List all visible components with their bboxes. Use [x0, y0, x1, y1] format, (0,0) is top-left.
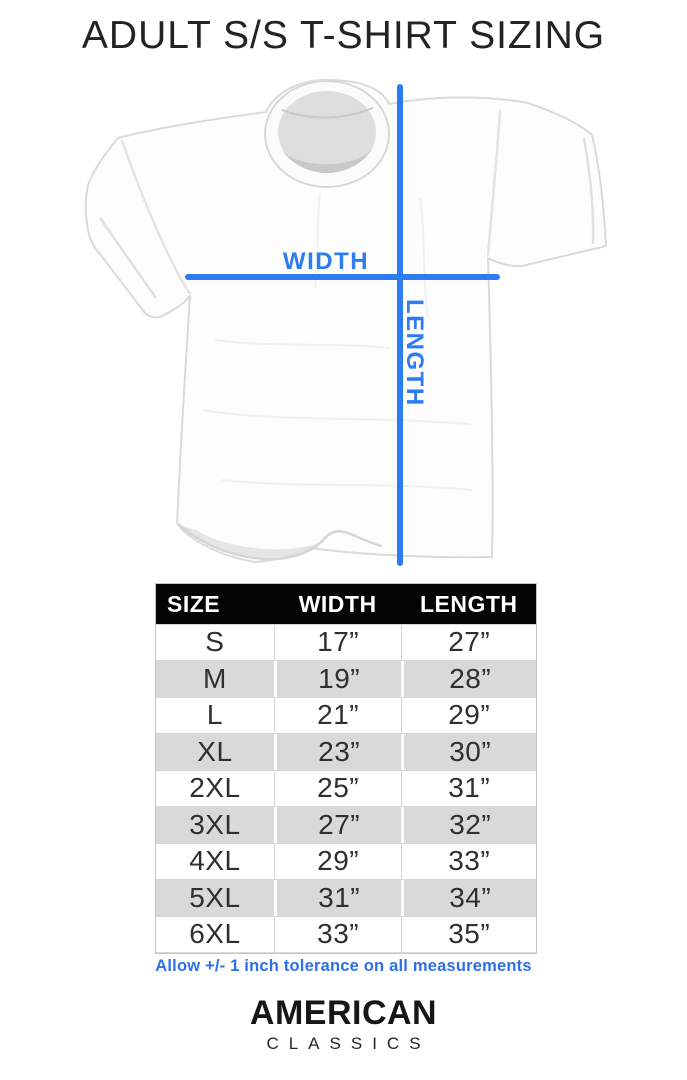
tolerance-note: Allow +/- 1 inch tolerance on all measur…: [155, 957, 532, 975]
length-cell: 32”: [401, 806, 536, 843]
width-cell: 25”: [273, 771, 402, 806]
size-chart-table: SIZE WIDTH LENGTH S 17” 27” M 19” 28” L …: [155, 583, 537, 954]
size-cell: 6XL: [189, 918, 241, 950]
table-row: 3XL 27” 32”: [156, 806, 536, 843]
right-cuff-seam: [582, 137, 595, 245]
table-header-row: SIZE WIDTH LENGTH: [156, 584, 536, 624]
table-row: XL 23” 30”: [156, 733, 536, 770]
size-cell: 5XL: [189, 881, 241, 913]
size-cell: 2XL: [189, 772, 241, 804]
right-armhole-seam: [486, 109, 502, 257]
brand-logo: AMERICAN CLASSICS: [0, 994, 687, 1055]
width-cell: 19”: [273, 660, 402, 697]
size-cell: L: [206, 699, 223, 731]
size-cell: 4XL: [189, 845, 241, 877]
page-title: ADULT S/S T-SHIRT SIZING: [81, 14, 606, 57]
table-row: L 21” 29”: [156, 697, 536, 734]
size-cell: XL: [197, 735, 233, 767]
width-cell: 23”: [273, 733, 402, 770]
length-measure-line: [397, 84, 403, 566]
left-armhole-seam: [120, 139, 192, 295]
header-width: WIDTH: [298, 590, 377, 617]
length-cell: 31”: [401, 771, 536, 806]
width-cell: 17”: [273, 625, 402, 660]
width-measure-line: [185, 274, 500, 280]
table-row: M 19” 28”: [156, 660, 536, 697]
collar-inner-shadow: [280, 146, 374, 173]
length-cell: 34”: [401, 879, 536, 916]
width-label: WIDTH: [282, 248, 370, 275]
length-cell: 33”: [401, 844, 536, 879]
length-cell: 27”: [401, 625, 536, 660]
left-cuff-seam: [98, 217, 158, 299]
width-cell: 31”: [273, 879, 402, 916]
brand-name-secondary: CLASSICS: [266, 1034, 431, 1054]
width-cell: 29”: [273, 844, 402, 879]
table-row: 4XL 29” 33”: [156, 843, 536, 880]
hem-fold-line: [177, 523, 383, 561]
tshirt-measurement-diagram: WIDTH LENGTH: [84, 79, 607, 566]
length-label: LENGTH: [401, 299, 428, 407]
collar-inner: [278, 91, 376, 173]
tshirt-graphic: [84, 79, 607, 563]
length-cell: 29”: [401, 698, 536, 733]
size-cell: M: [202, 662, 227, 694]
header-length: LENGTH: [419, 590, 518, 617]
width-cell: 27”: [273, 806, 402, 843]
header-size: SIZE: [167, 590, 221, 617]
table-row: S 17” 27”: [156, 624, 536, 661]
length-cell: 28”: [401, 660, 536, 697]
length-cell: 35”: [401, 917, 536, 952]
table-row: 5XL 31” 34”: [156, 879, 536, 916]
size-cell: 3XL: [189, 808, 241, 840]
width-cell: 21”: [273, 698, 402, 733]
hem-fold-shadow: [180, 526, 320, 558]
width-cell: 33”: [273, 917, 402, 952]
length-cell: 30”: [401, 733, 536, 770]
size-cell: S: [205, 626, 225, 658]
table-row: 6XL 33” 35”: [156, 916, 536, 953]
brand-name-primary: AMERICAN: [249, 994, 438, 1032]
collar-back-seam: [281, 107, 374, 119]
table-row: 2XL 25” 31”: [156, 770, 536, 807]
